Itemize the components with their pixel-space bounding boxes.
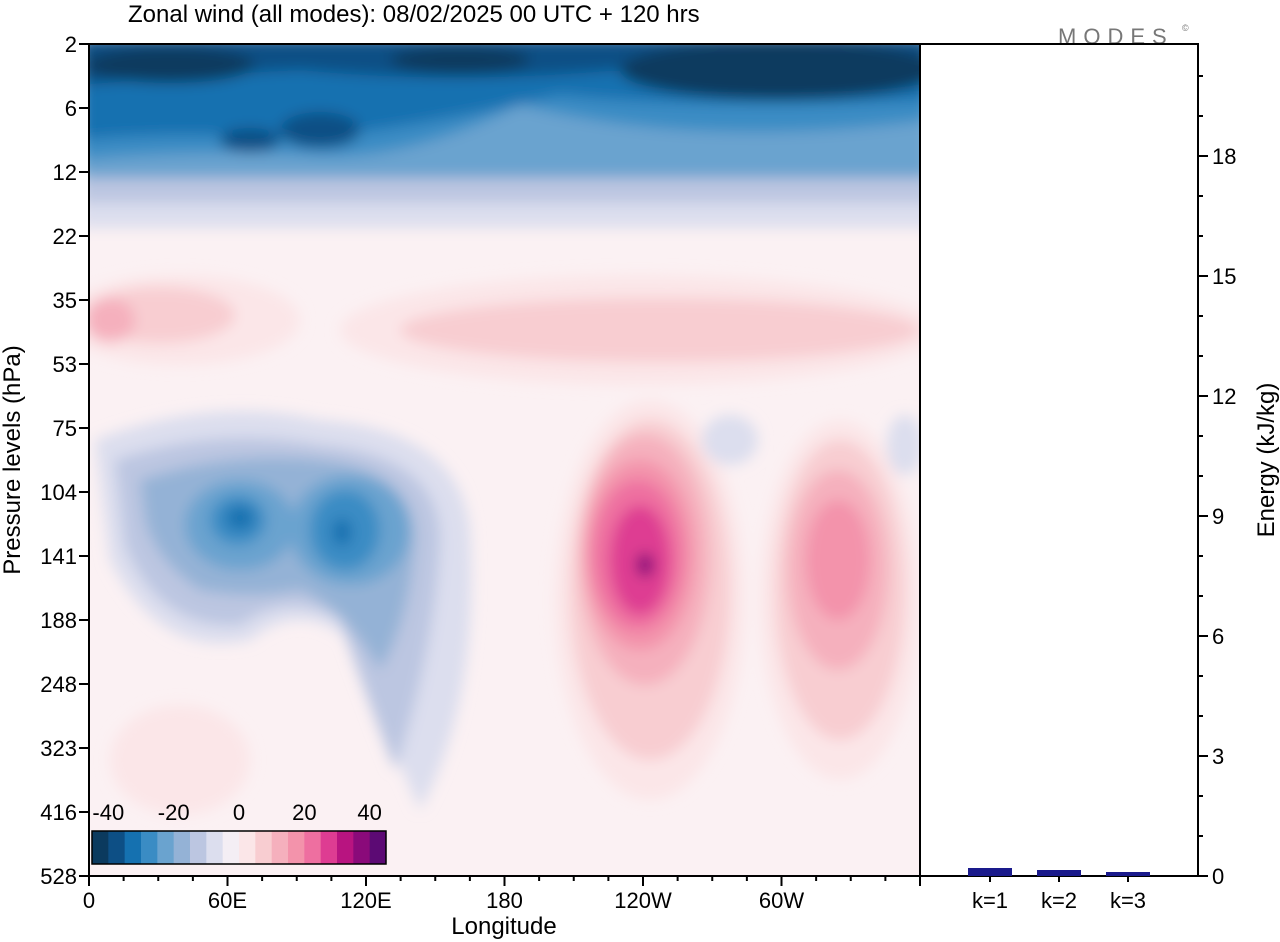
energy-y-tick-label: 0: [1212, 864, 1224, 889]
energy-x-tick-label: k=2: [1041, 888, 1077, 913]
y-tick-label: 104: [40, 480, 77, 505]
heatmap-area: [89, 44, 920, 876]
colorbar-tick-label: 20: [292, 800, 316, 825]
y-tick-label: 6: [65, 96, 77, 121]
energy-y-tick-label: 6: [1212, 624, 1224, 649]
energy-y-tick-label: 12: [1212, 384, 1236, 409]
energy-x-tick-label: k=1: [972, 888, 1008, 913]
colorbar-swatch: [206, 831, 224, 864]
colorbar-swatch: [353, 831, 371, 864]
colorbar-frame: [91, 830, 387, 865]
y-tick-label: 528: [40, 864, 77, 889]
colorbar-swatch: [92, 831, 109, 864]
colorbar-tick-label: -20: [158, 800, 190, 825]
energy-y-tick-label: 3: [1212, 744, 1224, 769]
logo-mark: ©: [1182, 23, 1189, 33]
y-tick-label: 416: [40, 800, 77, 825]
colorbar-swatch: [173, 831, 191, 864]
colorbar-swatch: [255, 831, 273, 864]
y-tick-label: 75: [53, 416, 77, 441]
energy-bar: [1037, 870, 1081, 876]
x-tick-label: 120E: [340, 888, 391, 913]
y-tick-label: 141: [40, 544, 77, 569]
energy-bars: [968, 868, 1150, 876]
x-axis-label: Longitude: [451, 913, 556, 940]
x-tick-label: 60W: [759, 888, 804, 913]
colorbar: [91, 830, 387, 865]
energy-x-tick-label: k=3: [1110, 888, 1146, 913]
colorbar-swatch: [337, 831, 354, 864]
y-tick-label: 35: [53, 288, 77, 313]
y-tick-label: 248: [40, 672, 77, 697]
x-tick-label: 180: [486, 888, 523, 913]
energy-y-axis-label: Energy (kJ/kg): [1253, 383, 1280, 538]
wind-contours: [89, 44, 920, 815]
y-axis-label: Pressure levels (hPa): [0, 345, 26, 574]
x-tick-label: 120W: [614, 888, 672, 913]
colorbar-swatch: [304, 831, 322, 864]
colorbar-tick-label: 40: [357, 800, 381, 825]
energy-y-axis-ticks: 0 3 6 9 12 15 18: [1198, 75, 1236, 889]
y-tick-label: 323: [40, 736, 77, 761]
y-tick-label: 188: [40, 608, 77, 633]
colorbar-swatch: [108, 831, 126, 864]
energy-y-tick-label: 15: [1212, 264, 1236, 289]
colorbar-swatch: [222, 831, 240, 864]
colorbar-swatch: [157, 831, 175, 864]
energy-panel-frame: [919, 43, 1199, 877]
colorbar-swatch: [271, 831, 289, 864]
colorbar-tick-label: -40: [92, 800, 124, 825]
y-tick-label: 12: [53, 160, 77, 185]
colorbar-tick-label: 0: [233, 800, 245, 825]
energy-y-tick-label: 18: [1212, 144, 1236, 169]
x-tick-label: 60E: [208, 888, 247, 913]
colorbar-swatch: [141, 831, 158, 864]
colorbar-swatch: [288, 831, 305, 864]
chart-title: Zonal wind (all modes): 08/02/2025 00 UT…: [128, 1, 700, 28]
colorbar-swatch: [320, 831, 338, 864]
x-tick-label: 0: [83, 888, 95, 913]
energy-x-axis-labels: k=1 k=2 k=3: [972, 876, 1146, 913]
colorbar-swatch: [369, 831, 387, 864]
y-tick-label: 2: [65, 32, 77, 57]
y-tick-label: 53: [53, 352, 77, 377]
y-tick-label: 22: [53, 224, 77, 249]
colorbar-swatch: [124, 831, 142, 864]
energy-bar: [1106, 872, 1150, 876]
colorbar-swatch: [190, 831, 207, 864]
energy-y-tick-label: 9: [1212, 504, 1224, 529]
x-axis-ticks: 0 60E 120E 180 120W 60W: [83, 876, 921, 913]
energy-bar: [968, 868, 1012, 876]
colorbar-swatch: [239, 831, 256, 864]
y-axis-ticks: 2 6 12 22 35 53 75 104 141 188 248 323 416 528: [40, 32, 89, 889]
colorbar-labels: -40 -20 0 20 40: [92, 800, 381, 825]
